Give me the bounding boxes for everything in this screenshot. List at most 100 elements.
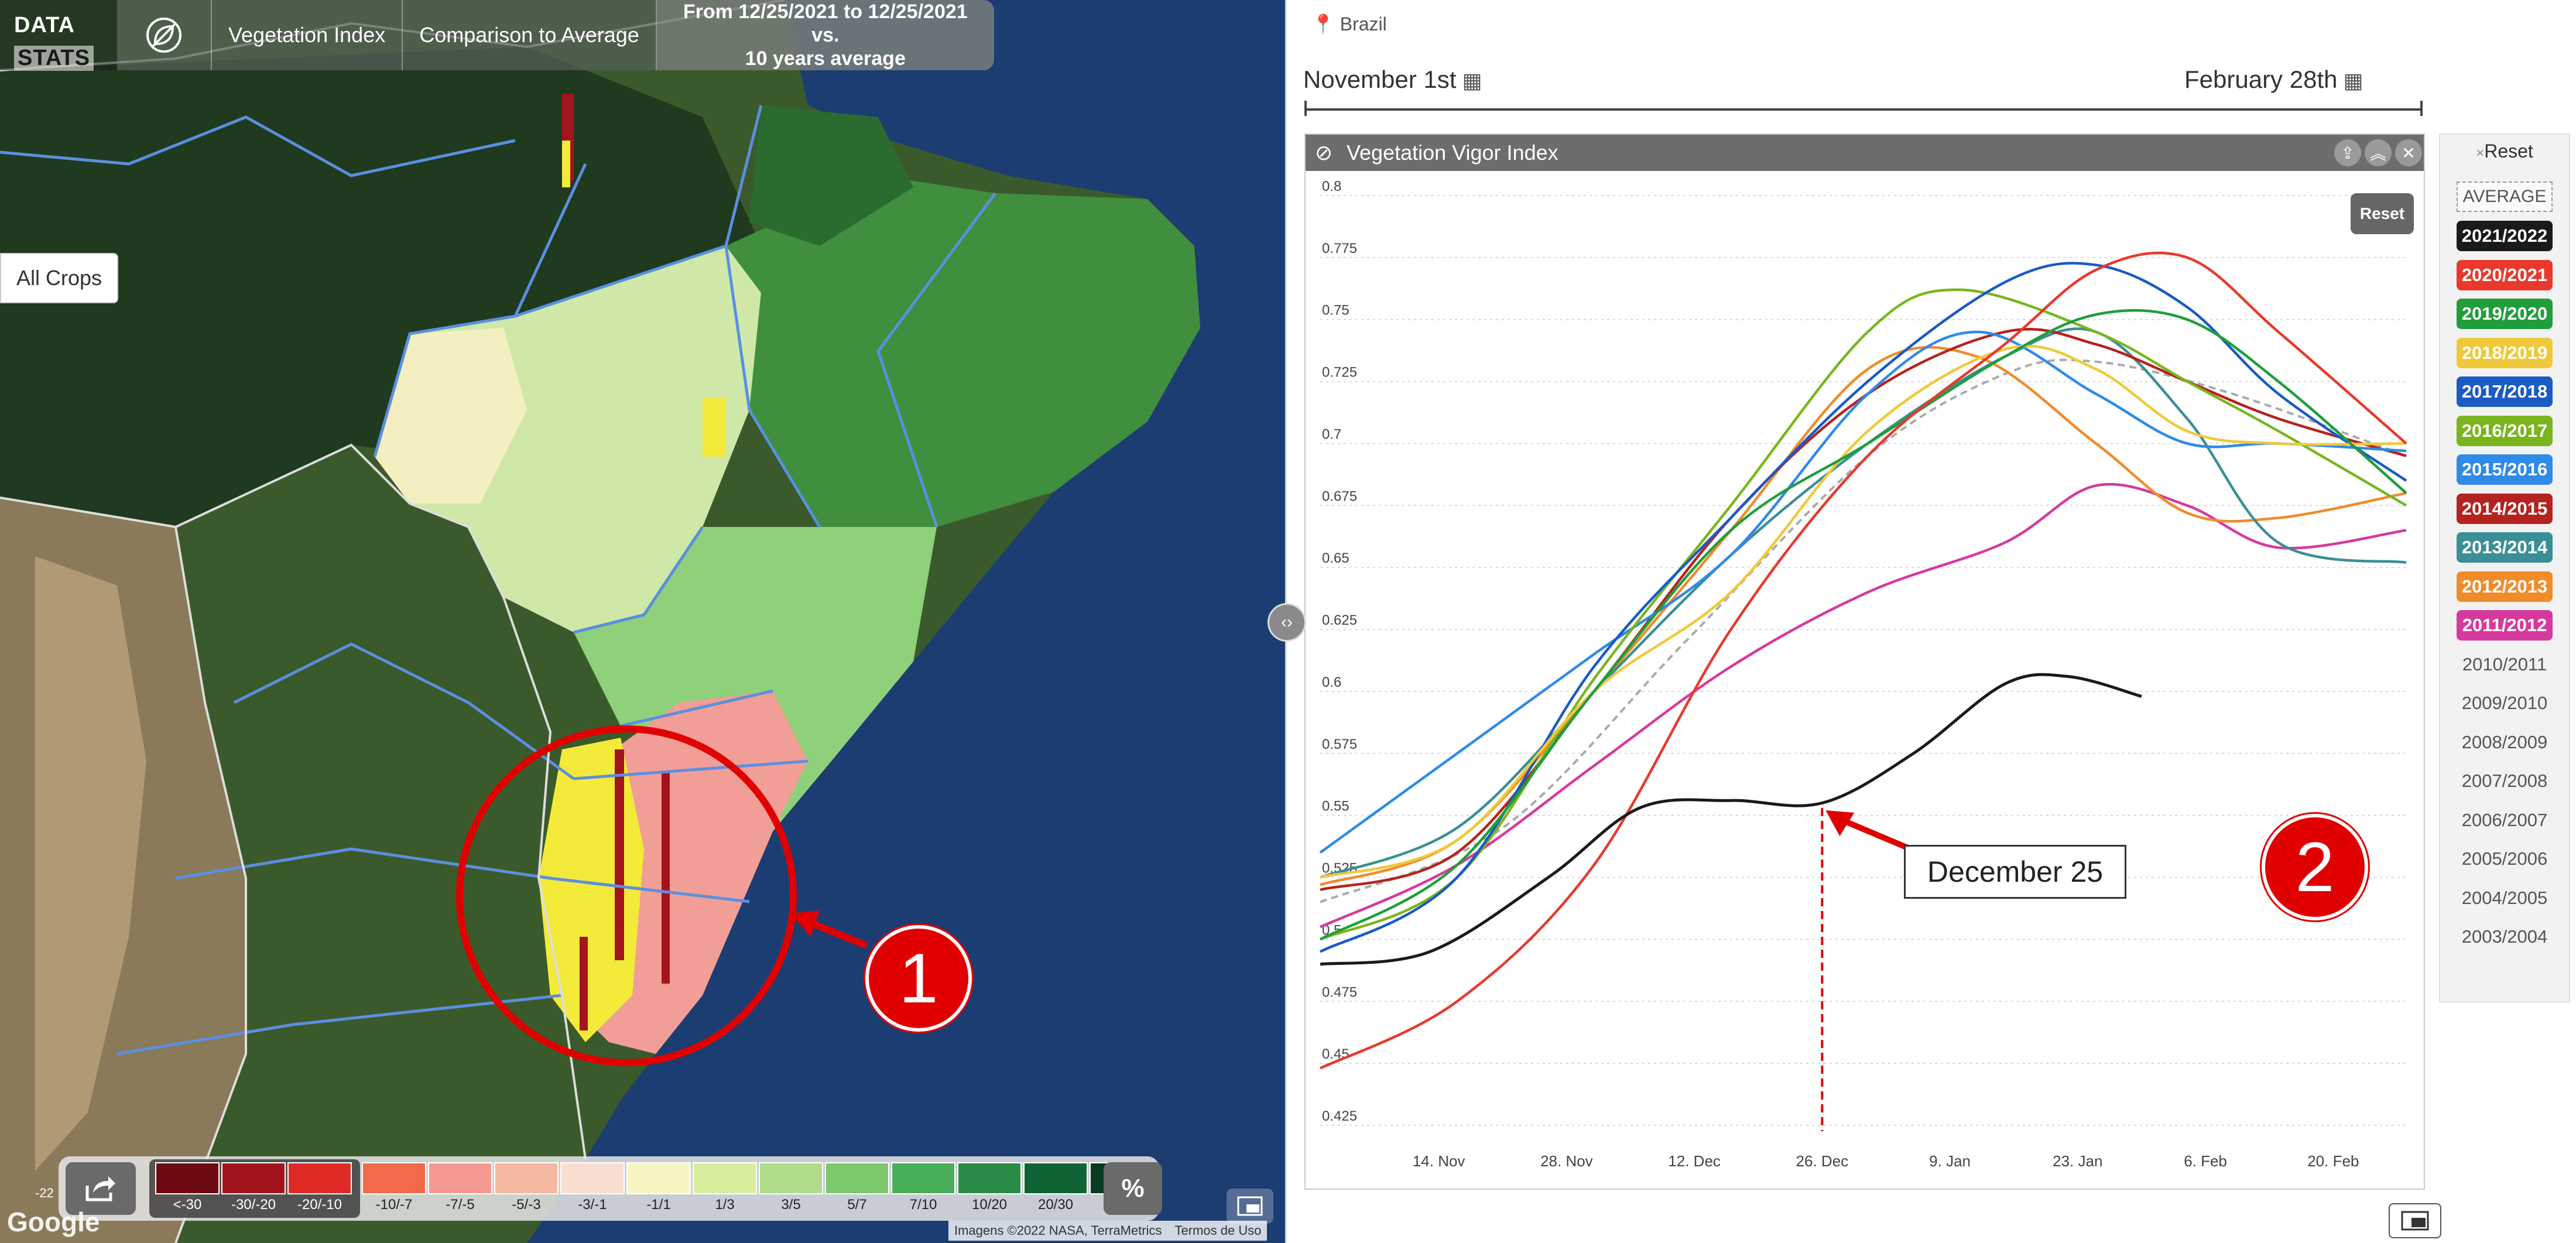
northeast-states <box>726 176 1200 527</box>
collapse-button[interactable]: ︽ <box>2365 139 2392 166</box>
annotation-badge-1: 1 <box>865 925 972 1032</box>
series-toggle[interactable]: 2019/2020 <box>2457 299 2553 329</box>
legend-swatch <box>362 1162 426 1194</box>
zoom-reset-button[interactable]: Reset <box>2351 193 2414 234</box>
y-tick-label: 0.625 <box>1322 612 1357 628</box>
map-layer-button[interactable] <box>1227 1189 1273 1224</box>
split-handle[interactable]: ‹› <box>1268 603 1306 642</box>
series-toggle[interactable]: 2010/2011 <box>2462 653 2547 674</box>
series-toggle[interactable]: 2007/2008 <box>2461 771 2548 791</box>
legend-item: 7/10 <box>891 1162 955 1213</box>
start-date-picker[interactable]: November 1st ▦ <box>1303 66 1482 94</box>
legend-swatch <box>494 1162 559 1194</box>
legend-item: 10/20 <box>957 1162 1022 1213</box>
series-toggle[interactable]: 2018/2019 <box>2457 337 2553 368</box>
range-handle-end[interactable] <box>2420 101 2423 116</box>
series-toggle[interactable]: 2008/2009 <box>2461 731 2548 752</box>
series-toggle[interactable]: 2013/2014 <box>2457 532 2553 563</box>
series-selector: ×Reset AVERAGE 2021/2022 2020/2021 2019/20… <box>2439 133 2570 1002</box>
series-toggle[interactable]: 2004/2005 <box>2461 887 2548 908</box>
series-toggle[interactable]: 2017/2018 <box>2457 376 2553 407</box>
series-toggle[interactable]: 2016/2017 <box>2457 415 2553 446</box>
legend-swatch <box>759 1162 823 1194</box>
date-range-label[interactable]: From 12/25/2021 to 12/25/2021 vs. 10 yea… <box>656 0 994 70</box>
series-average-toggle[interactable]: AVERAGE <box>2457 182 2553 212</box>
y-tick-label: 0.6 <box>1322 674 1341 690</box>
series-toggle[interactable]: 2011/2012 <box>2457 610 2553 641</box>
calendar-icon[interactable]: ▦ <box>1462 69 1482 93</box>
start-date-label: November 1st <box>1303 66 1457 93</box>
series-toggle[interactable]: 2014/2015 <box>2457 493 2553 524</box>
patch <box>703 398 726 457</box>
close-icon: × <box>2476 145 2485 161</box>
close-icon: ✕ <box>2402 143 2416 162</box>
x-tick-label: 14. Nov <box>1413 1152 1465 1170</box>
y-tick-label: 0.8 <box>1322 179 1341 194</box>
calendar-icon[interactable]: ▦ <box>2343 69 2363 93</box>
drag-arrows-icon: ‹› <box>1281 612 1293 632</box>
y-tick-label: 0.675 <box>1322 488 1357 504</box>
brand-line2: STATS <box>14 46 94 71</box>
vegetation-toggle-button[interactable] <box>117 0 212 70</box>
google-logo: Google <box>7 1207 100 1237</box>
leaf-off-icon <box>146 18 181 53</box>
map-scale: -22 <box>35 1186 54 1200</box>
end-date-picker[interactable]: February 28th ▦ <box>2184 66 2363 94</box>
series-line <box>1320 345 2407 886</box>
share-icon <box>85 1176 115 1201</box>
crops-filter-button[interactable]: All Crops <box>0 253 119 303</box>
y-tick-label: 0.7 <box>1322 426 1341 442</box>
share-button[interactable] <box>66 1162 136 1215</box>
tab-vegetation-index[interactable]: Vegetation Index <box>212 0 403 70</box>
chart-pane: 📍 Brazil November 1st ▦ February 28th ▦ ⊘ … <box>1285 0 2576 1243</box>
percent-toggle-button[interactable]: % <box>1104 1162 1162 1215</box>
y-tick-label: 0.475 <box>1322 984 1357 1000</box>
close-button[interactable]: ✕ <box>2395 139 2422 166</box>
legend-scale: <-30 -30/-20 -20/-10 -10/-7 -7/-5 -5/-3 -3/-1 -… <box>155 1162 1156 1213</box>
series-line <box>1320 327 2407 879</box>
line-chart[interactable]: 0.4250.450.4750.50.5250.550.5750.60.6250… <box>1306 171 2421 1186</box>
state-boundaries <box>0 105 997 1056</box>
date-range-slider[interactable] <box>1304 108 2423 111</box>
chart-title: Vegetation Vigor Index <box>1347 141 1558 165</box>
highlight-circle <box>456 725 797 1066</box>
imagery-credit: Imagens ©2022 NASA, TerraMetrics <box>954 1223 1162 1238</box>
series-line <box>1320 358 2407 903</box>
satellite-map[interactable] <box>0 0 1285 1243</box>
tab-comparison-average[interactable]: Comparison to Average <box>403 0 657 70</box>
map-pin-icon: 📍 <box>1311 13 1335 35</box>
x-tick-label: 20. Feb <box>2307 1152 2359 1170</box>
series-toggle[interactable]: 2009/2010 <box>2461 693 2548 713</box>
legend-label: <-30 <box>173 1197 202 1213</box>
series-toggle[interactable]: 2021/2022 <box>2457 221 2553 251</box>
x-tick-label: 28. Nov <box>1540 1152 1593 1170</box>
series-line <box>1320 482 2407 929</box>
series-toggle[interactable]: 2015/2016 <box>2457 454 2553 485</box>
brand-line1: DATA <box>14 13 75 37</box>
series-toggle[interactable]: 2012/2013 <box>2457 571 2553 602</box>
fullscreen-button[interactable] <box>2389 1203 2441 1238</box>
export-button[interactable]: ⇪ <box>2334 139 2361 166</box>
series-reset-button[interactable]: ×Reset <box>2440 141 2569 162</box>
series-toggle[interactable]: 2003/2004 <box>2461 926 2548 947</box>
drought-stripe <box>662 773 670 984</box>
legend-swatch <box>957 1162 1022 1194</box>
x-tick-label: 23. Jan <box>2053 1152 2102 1170</box>
x-tick-label: 26. Dec <box>1796 1152 1849 1170</box>
legend-label: -1/1 <box>646 1197 671 1213</box>
terms-link[interactable]: Termos de Uso <box>1174 1223 1262 1238</box>
x-tick-label: 9. Jan <box>1929 1152 1971 1170</box>
series-toggle[interactable]: 2020/2021 <box>2457 259 2553 290</box>
legend-swatch <box>1023 1162 1088 1194</box>
series-reset-label: Reset <box>2484 141 2533 162</box>
series-toggle[interactable]: 2006/2007 <box>2461 809 2548 830</box>
north-states <box>749 105 913 246</box>
range-handle-start[interactable] <box>1304 101 1307 116</box>
drought-stripe <box>580 937 588 1030</box>
map-pane[interactable]: DATA STATS Vegetation Index Comparison t… <box>0 0 1285 1243</box>
legend-swatch <box>155 1162 220 1194</box>
leaf-off-icon: ⊘ <box>1315 141 1333 165</box>
series-toggle[interactable]: 2005/2006 <box>2461 848 2548 869</box>
y-tick-label: 0.65 <box>1322 550 1349 566</box>
legend-label: -20/-10 <box>297 1197 342 1213</box>
